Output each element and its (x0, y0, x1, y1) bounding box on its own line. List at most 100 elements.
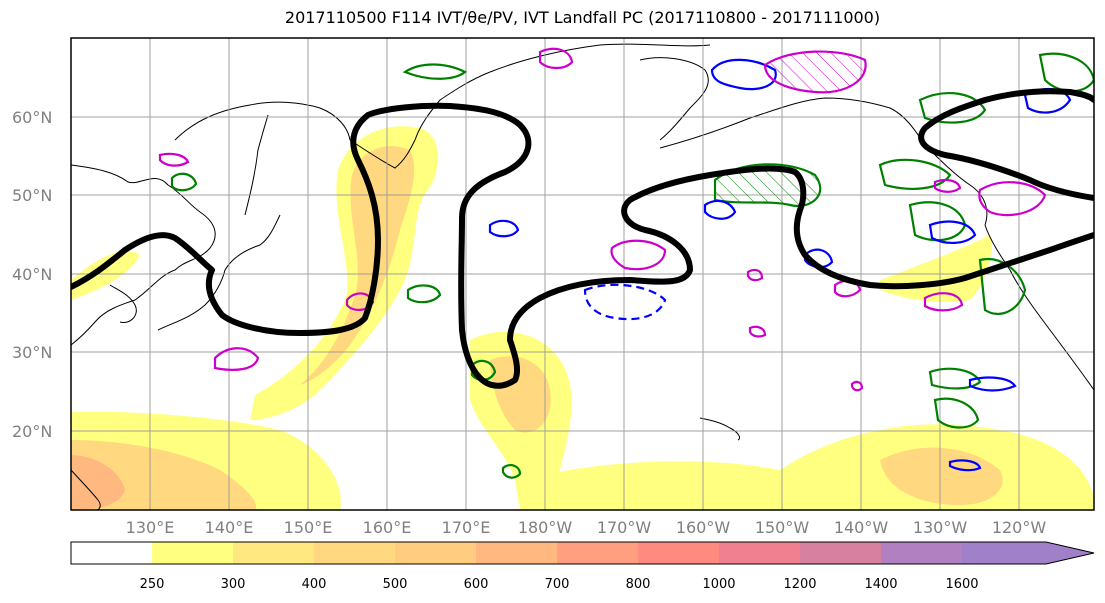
map-frame (70, 37, 1095, 511)
map-title: 2017110500 F114 IVT/θe/PV, IVT Landfall … (284, 8, 881, 27)
colorbar-extend-arrow (1046, 542, 1094, 564)
colorbar-swatch-2 (233, 542, 314, 564)
lat-label-50: 50°N (12, 186, 52, 205)
lon-label-140e: 140°E (205, 518, 254, 537)
colorbar-label-500: 500 (383, 577, 408, 592)
colorbar-label-1000: 1000 (702, 577, 735, 592)
pv-contour-magenta-canada (933, 178, 962, 193)
colorbar-swatch-3 (314, 542, 395, 564)
pv-contour-magenta-okinawa (213, 347, 260, 371)
colorbar-label-700: 700 (545, 577, 570, 592)
pc-contour-bc-coast (878, 158, 952, 190)
pv-negative-contours (158, 47, 1047, 392)
lon-label-130w: 130°W (913, 518, 968, 537)
coastline-sakhalin (244, 114, 269, 216)
lon-label-120w: 120°W (992, 518, 1047, 537)
coastline-okhotsk (174, 101, 351, 141)
colorbar-outline (70, 541, 1095, 565)
coastline-north-america-west (984, 224, 1094, 391)
colorbar-label-1200: 1200 (783, 577, 816, 592)
colorbar-swatch-6 (557, 542, 638, 564)
theta-e-contour (71, 102, 1094, 389)
coastline-japan (157, 214, 281, 331)
colorbar-swatch-4 (395, 542, 476, 564)
pv-contour-mid-pacific (803, 248, 834, 269)
coastline-asia-mainland (71, 164, 216, 346)
colorbar-swatch-0 (71, 542, 152, 564)
colorbar-swatch-9 (800, 542, 881, 564)
pv-contour-magenta-small-3 (850, 380, 864, 392)
pv-contour-bc (928, 220, 977, 244)
colorbar-swatch-7 (638, 542, 719, 564)
colorbar-label-300: 300 (221, 577, 246, 592)
pv-contour-dateline (488, 219, 520, 238)
coastline-korea (109, 284, 137, 324)
ivt-southwest-max (71, 455, 125, 510)
colorbar-label-1600: 1600 (945, 577, 978, 592)
coastline-alaska-west (639, 57, 709, 141)
coastline-kamchatka (349, 71, 491, 169)
lon-label-130e: 130°E (126, 518, 175, 537)
pv-contour-magenta-bering (538, 47, 574, 70)
lon-label-150w: 150°W (755, 518, 810, 537)
ivt-plume-kamchatka-core (300, 146, 415, 385)
pc-contour-alaska-interior (1038, 52, 1094, 93)
lat-label-20: 20°N (12, 422, 52, 441)
theta-e-contour-north (918, 88, 1094, 201)
lon-label-170e: 170°E (442, 518, 491, 537)
colorbar-swatch-5 (476, 542, 557, 564)
lon-label-160w: 160°W (676, 518, 731, 537)
colorbar-swatch-11 (962, 542, 1046, 564)
colorbar-swatch-8 (719, 542, 800, 564)
coastline-aleutians (659, 97, 926, 149)
longitude-labels: 130°E 140°E 150°E 160°E 170°E 180°W 170°… (126, 518, 1047, 537)
lon-label-150e: 150°E (284, 518, 333, 537)
ivt-japan-plume (71, 251, 140, 300)
lon-label-180w: 180°W (518, 518, 573, 537)
colorbar-label-800: 800 (626, 577, 651, 592)
pv-contour-magenta-pnw (923, 292, 964, 312)
coastlines (71, 43, 1094, 510)
colorbar-label-600: 600 (464, 577, 489, 592)
coastline-alaska-panhandle (924, 144, 988, 226)
pv-contour-magenta-north-pac (610, 239, 667, 271)
pc-contour-tropics-small (501, 464, 522, 479)
ivt-colorbar: 250 300 400 500 600 700 800 1000 1200 14… (70, 541, 1095, 592)
pv-contour-gulf-alaska (703, 199, 737, 220)
pv-contour-magenta-small-2 (748, 325, 767, 338)
latitude-labels: 60°N 50°N 40°N 30°N 20°N (12, 108, 52, 441)
lon-label-170w: 170°W (597, 518, 652, 537)
pv-contour-magenta-small-1 (746, 268, 764, 282)
colorbar-label-400: 400 (302, 577, 327, 592)
ivt-plume-dateline-core (490, 356, 551, 433)
map-contents (71, 38, 1094, 510)
colorbar-label-250: 250 (140, 577, 165, 592)
colorbar-swatch-1 (152, 542, 233, 564)
lat-label-30: 30°N (12, 343, 52, 362)
pc-contour-northpac (406, 284, 442, 304)
pv-contour-east-pacific (968, 376, 1017, 392)
pv-contour-magenta-east (978, 181, 1047, 217)
coastline-hawaii (699, 417, 741, 441)
map-gridlines (71, 38, 1094, 510)
coastline-philippines (71, 469, 101, 510)
lat-label-40: 40°N (12, 265, 52, 284)
colorbar-label-1400: 1400 (864, 577, 897, 592)
pv-contour-hawaii (948, 459, 982, 472)
pc-contour-hawaii-north (933, 397, 980, 429)
pv-contour-magenta-gulf (763, 50, 867, 94)
pv-contour-bering-north (710, 58, 777, 91)
pc-contour-bering (402, 63, 468, 80)
lat-label-60: 60°N (12, 108, 52, 127)
ivt-shading (71, 126, 1094, 510)
lon-label-160e: 160°E (363, 518, 412, 537)
pc-contour-japan-small (170, 172, 198, 192)
coastline-chukotka (489, 43, 711, 73)
pc-contour-subtropic-east (928, 367, 982, 390)
pc-contour-california (978, 257, 1027, 316)
pc-contour-dateline-south (470, 359, 497, 381)
lon-label-140w: 140°W (834, 518, 889, 537)
pv-contour-magenta-japan (158, 152, 190, 167)
colorbar-swatch-10 (881, 542, 962, 564)
